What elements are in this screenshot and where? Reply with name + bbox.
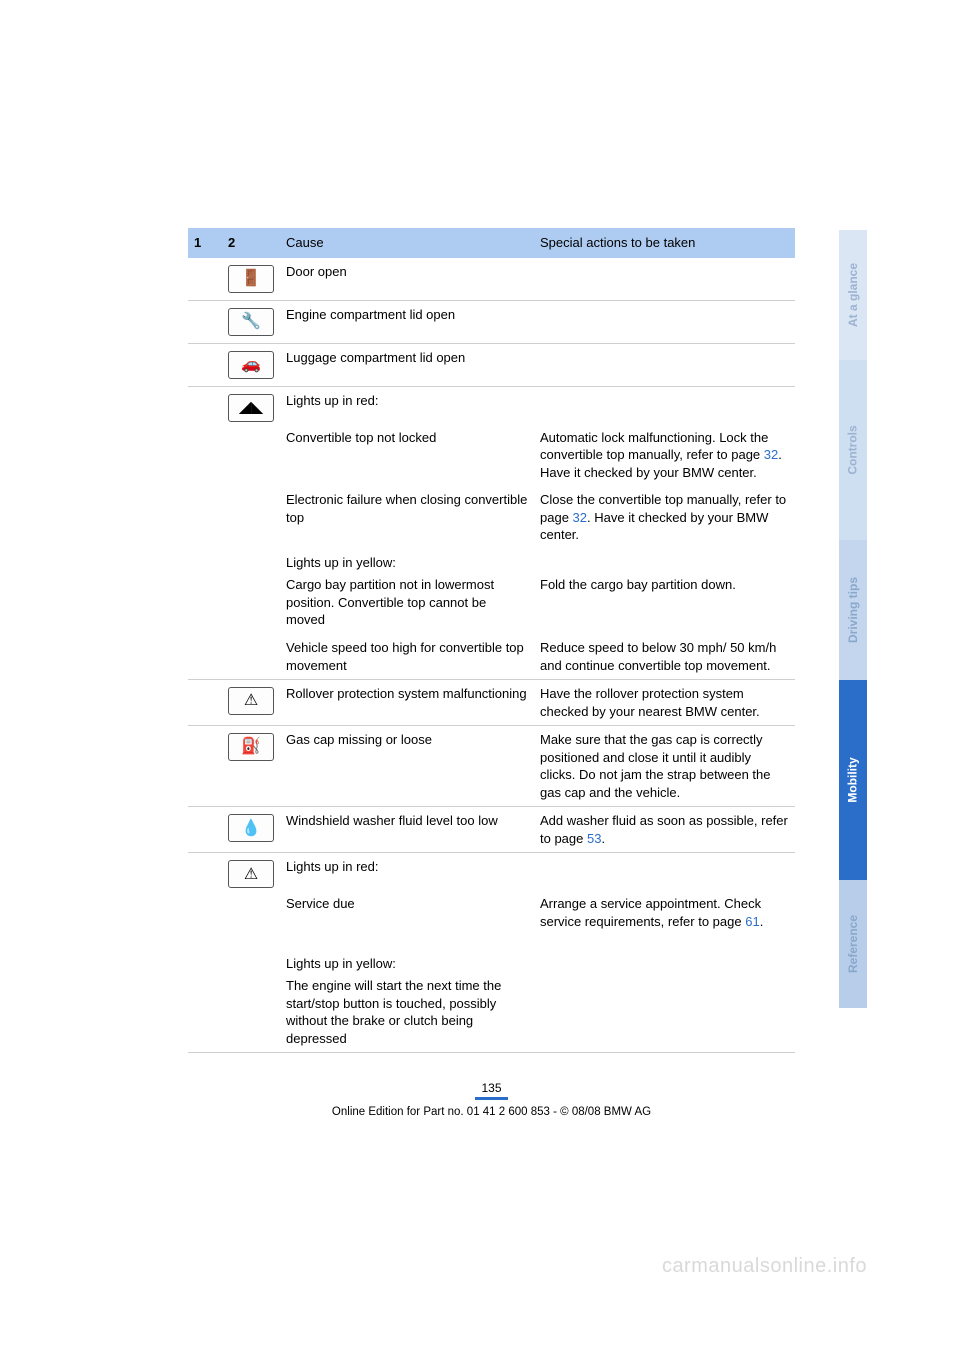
row-speed-too-high: Vehicle speed too high for convertible t… [188, 634, 795, 680]
gascap-icon: ⛽ [228, 733, 274, 761]
service-icon: ⚠ [228, 860, 274, 888]
gascap-cause: Gas cap missing or loose [280, 726, 534, 807]
row-conv-yellow-label: Lights up in yellow: [188, 549, 795, 577]
tab-driving-tips[interactable]: Driving tips [839, 540, 867, 680]
luggage-lid-cause: Luggage compartment lid open [280, 343, 534, 386]
row-rollover: ⚠ Rollover protection system malfunction… [188, 680, 795, 726]
watermark: carmanualsonline.info [662, 1255, 867, 1278]
startstop-cause: The engine will start the next time the … [280, 977, 534, 1053]
page-content: 1 2 Cause Special actions to be taken 🚪 … [0, 0, 795, 1118]
tab-controls[interactable]: Controls [839, 360, 867, 540]
rollover-action: Have the rollover protection system chec… [534, 680, 795, 726]
row-service-due: Service due Arrange a service appointmen… [188, 895, 795, 935]
conv-red-label: Lights up in red: [280, 386, 534, 429]
convertible-top-icon: ◢◣ [228, 394, 274, 422]
row-conv-top-red: ◢◣ Lights up in red: [188, 386, 795, 429]
engine-lid-icon: 🔧 [228, 308, 274, 336]
conv-elec-action: Close the convertible top manually, refe… [534, 486, 795, 549]
row-gascap: ⛽ Gas cap missing or loose Make sure tha… [188, 726, 795, 807]
gascap-action: Make sure that the gas cap is correctly … [534, 726, 795, 807]
conv-not-locked-action: Automatic lock malfunctioning. Lock the … [534, 429, 795, 487]
row-washer: 💧 Windshield washer fluid level too low … [188, 807, 795, 853]
cargo-cause: Cargo bay partition not in lowermost pos… [280, 576, 534, 634]
col-2-header: 2 [222, 228, 280, 258]
page-link-32b[interactable]: 32 [573, 510, 587, 525]
row-luggage-lid: 🚗 Luggage compartment lid open [188, 343, 795, 386]
warnings-table: 1 2 Cause Special actions to be taken 🚪 … [188, 228, 795, 1053]
row-service-red: ⚠ Lights up in red: [188, 853, 795, 896]
row-conv-not-locked: Convertible top not locked Automatic loc… [188, 429, 795, 487]
page-number: 135 [475, 1081, 507, 1100]
speed-action: Reduce speed to below 30 mph/ 50 km/h an… [534, 634, 795, 680]
speed-cause: Vehicle speed too high for convertible t… [280, 634, 534, 680]
service-red-label: Lights up in red: [280, 853, 534, 896]
service-action: Arrange a service appointment. Check ser… [534, 895, 795, 935]
service-cause: Service due [280, 895, 534, 935]
row-cargo-partition: Cargo bay partition not in lowermost pos… [188, 576, 795, 634]
washer-cause: Windshield washer fluid level too low [280, 807, 534, 853]
row-startstop-label: Lights up in yellow: [188, 950, 795, 978]
section-tabs: At a glance Controls Driving tips Mobili… [839, 230, 867, 1008]
washer-action: Add washer fluid as soon as possible, re… [534, 807, 795, 853]
conv-yellow-label: Lights up in yellow: [280, 549, 534, 577]
rollover-icon: ⚠ [228, 687, 274, 715]
page-link-32a[interactable]: 32 [764, 447, 778, 462]
row-engine-lid: 🔧 Engine compartment lid open [188, 300, 795, 343]
row-conv-electronic: Electronic failure when closing converti… [188, 486, 795, 549]
page-footer: 135 Online Edition for Part no. 01 41 2 … [188, 1081, 795, 1118]
col-1-header: 1 [188, 228, 222, 258]
page-link-61[interactable]: 61 [745, 914, 759, 929]
page-link-53[interactable]: 53 [587, 831, 601, 846]
tab-at-a-glance[interactable]: At a glance [839, 230, 867, 360]
startstop-yellow-label: Lights up in yellow: [280, 950, 534, 978]
tab-mobility[interactable]: Mobility [839, 680, 867, 880]
col-actions-header: Special actions to be taken [534, 228, 795, 258]
rollover-cause: Rollover protection system malfunctionin… [280, 680, 534, 726]
door-cause: Door open [280, 258, 534, 301]
row-startstop: The engine will start the next time the … [188, 977, 795, 1053]
col-cause-header: Cause [280, 228, 534, 258]
washer-icon: 💧 [228, 814, 274, 842]
conv-elec-cause: Electronic failure when closing converti… [280, 486, 534, 549]
row-door: 🚪 Door open [188, 258, 795, 301]
conv-not-locked-cause: Convertible top not locked [280, 429, 534, 487]
edition-line: Online Edition for Part no. 01 41 2 600 … [332, 1106, 651, 1118]
engine-lid-cause: Engine compartment lid open [280, 300, 534, 343]
door-icon: 🚪 [228, 265, 274, 293]
luggage-lid-icon: 🚗 [228, 351, 274, 379]
cargo-action: Fold the cargo bay partition down. [534, 576, 795, 634]
row-spacer [188, 936, 795, 950]
tab-reference[interactable]: Reference [839, 880, 867, 1008]
table-header-row: 1 2 Cause Special actions to be taken [188, 228, 795, 258]
